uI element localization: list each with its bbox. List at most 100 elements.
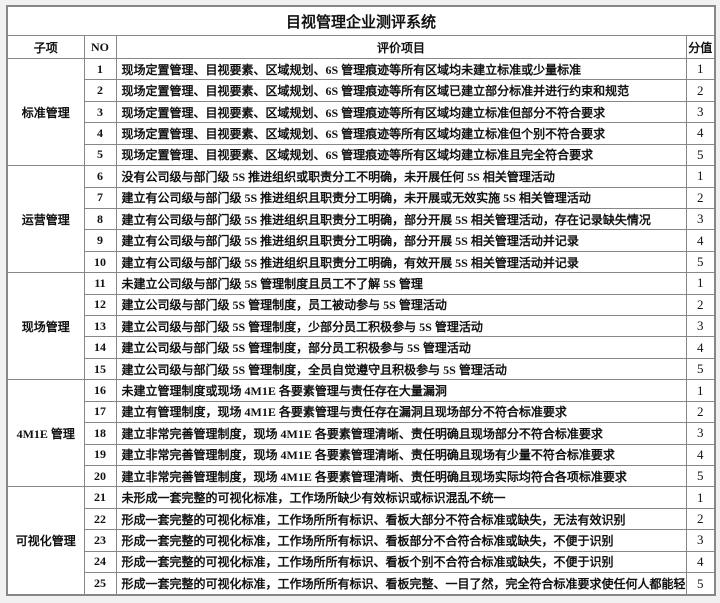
section-label: 现场管理 <box>6 272 85 381</box>
column-header-score: 分值 <box>685 35 716 59</box>
evaluation-table: 目视管理企业测评系统 子项 NO 评价项目 分值 标准管理 1 现场定置管理、目… <box>6 5 717 596</box>
header-row: 子项 NO 评价项目 分值 <box>6 35 716 59</box>
item-text: 形成一套完整的可视化标准，工作场所所有标识、看板完整、一目了然，完全符合标准要求… <box>115 572 687 596</box>
row-number: 19 <box>83 443 117 467</box>
item-text: 建立非常完善管理制度，现场 4M1E 各要素管理清晰、责任明确且现场实际均符合各… <box>115 465 687 488</box>
column-header-no: NO <box>83 35 117 59</box>
section-label: 运营管理 <box>6 165 85 274</box>
score-value: 2 <box>685 79 716 102</box>
item-text: 现场定置管理、目视要素、区域规划、6S 管理痕迹等所有区域均建立标准但部分不符合… <box>115 100 687 124</box>
table-row: 19 建立非常完善管理制度，现场 4M1E 各要素管理清晰、责任明确且现场有少量… <box>7 443 716 467</box>
table-row: 4M1E 管理 16 未建立管理制度或现场 4M1E 各要素管理与责任存在大量漏… <box>6 379 716 488</box>
item-text: 建立有管理制度，现场 4M1E 各要素管理与责任存在漏洞且现场部分不符合标准要求 <box>115 400 687 424</box>
row-number: 5 <box>83 143 117 167</box>
score-value: 4 <box>685 443 716 467</box>
table-row: 17 建立有管理制度，现场 4M1E 各要素管理与责任存在漏洞且现场部分不符合标… <box>7 400 716 424</box>
item-text: 未建立公司级与部门级 5S 管理制度且员工不了解 5S 管理 <box>115 272 687 295</box>
row-number: 8 <box>83 207 117 231</box>
row-number: 1 <box>83 57 117 81</box>
item-text: 建立非常完善管理制度，现场 4M1E 各要素管理清晰、责任明确且现场有少量不符合… <box>115 443 687 467</box>
row-number: 15 <box>83 357 117 381</box>
table-row: 25 形成一套完整的可视化标准，工作场所所有标识、看板完整、一目了然，完全符合标… <box>7 572 716 596</box>
row-number: 9 <box>83 229 117 252</box>
score-value: 2 <box>685 293 716 317</box>
score-value: 1 <box>685 272 716 295</box>
item-text: 形成一套完整的可视化标准，工作场所所有标识、看板大部分不符合标准或缺失，无法有效… <box>115 507 687 531</box>
row-number: 12 <box>83 293 117 317</box>
row-number: 17 <box>83 400 117 424</box>
row-number: 23 <box>83 529 117 552</box>
table-row: 2 现场定置管理、目视要素、区域规划、6S 管理痕迹等所有区域已建立部分标准并进… <box>7 79 716 102</box>
table-row: 标准管理 1 现场定置管理、目视要素、区域规划、6S 管理痕迹等所有区域均未建立… <box>6 57 716 167</box>
score-value: 5 <box>685 357 716 381</box>
row-number: 25 <box>83 572 117 596</box>
table-row: 24 形成一套完整的可视化标准，工作场所所有标识、看板个别不合符合标准或缺失，不… <box>7 550 716 574</box>
evaluation-table-container: 目视管理企业测评系统 子项 NO 评价项目 分值 标准管理 1 现场定置管理、目… <box>6 5 717 596</box>
row-number: 4 <box>83 122 117 145</box>
section-label: 可视化管理 <box>6 486 85 596</box>
table-row: 18 建立非常完善管理制度，现场 4M1E 各要素管理清晰、责任明确且现场部分不… <box>7 422 716 445</box>
section-label: 标准管理 <box>6 57 85 167</box>
row-number: 10 <box>83 250 117 274</box>
row-number: 6 <box>83 165 117 188</box>
item-text: 建立公司级与部门级 5S 管理制度，少部分员工积极参与 5S 管理活动 <box>115 315 687 338</box>
table-row: 3 现场定置管理、目视要素、区域规划、6S 管理痕迹等所有区域均建立标准但部分不… <box>7 100 716 124</box>
score-value: 1 <box>685 165 716 188</box>
row-number: 21 <box>83 486 117 509</box>
table-row: 23 形成一套完整的可视化标准，工作场所所有标识、看板部分不合符合标准或缺失，不… <box>7 529 716 552</box>
column-header-sub-item: 子项 <box>6 35 85 59</box>
item-text: 现场定置管理、目视要素、区域规划、6S 管理痕迹等所有区域均未建立标准或少量标准 <box>115 57 687 81</box>
section-label: 4M1E 管理 <box>6 379 85 488</box>
item-text: 建立公司级与部门级 5S 管理制度，全员自觉遵守且积极参与 5S 管理活动 <box>115 357 687 381</box>
item-text: 建立有公司级与部门级 5S 推进组织且职责分工明确，未开展或无效实施 5S 相关… <box>115 186 687 209</box>
score-value: 2 <box>685 507 716 531</box>
table-row: 20 建立非常完善管理制度，现场 4M1E 各要素管理清晰、责任明确且现场实际均… <box>7 465 716 488</box>
score-value: 4 <box>685 336 716 359</box>
score-value: 3 <box>685 315 716 338</box>
score-value: 5 <box>685 465 716 488</box>
item-text: 建立有公司级与部门级 5S 推进组织且职责分工明确，部分开展 5S 相关管理活动… <box>115 207 687 231</box>
table-row: 5 现场定置管理、目视要素、区域规划、6S 管理痕迹等所有区域均建立标准且完全符… <box>7 143 716 167</box>
row-number: 7 <box>83 186 117 209</box>
score-value: 1 <box>685 57 716 81</box>
column-header-item: 评价项目 <box>115 35 687 59</box>
item-text: 现场定置管理、目视要素、区域规划、6S 管理痕迹等所有区域已建立部分标准并进行约… <box>115 79 687 102</box>
row-number: 16 <box>83 379 117 402</box>
score-value: 1 <box>685 379 716 402</box>
item-text: 形成一套完整的可视化标准，工作场所所有标识、看板个别不合符合标准或缺失，不便于识… <box>115 550 687 574</box>
item-text: 建立有公司级与部门级 5S 推进组织且职责分工明确，有效开展 5S 相关管理活动… <box>115 250 687 274</box>
item-text: 建立有公司级与部门级 5S 推进组织且职责分工明确，部分开展 5S 相关管理活动… <box>115 229 687 252</box>
table-row: 10 建立有公司级与部门级 5S 推进组织且职责分工明确，有效开展 5S 相关管… <box>7 250 716 274</box>
row-number: 11 <box>83 272 117 295</box>
table-row: 可视化管理 21 未形成一套完整的可视化标准，工作场所缺少有效标识或标识混乱不统… <box>6 486 716 596</box>
item-text: 未建立管理制度或现场 4M1E 各要素管理与责任存在大量漏洞 <box>115 379 687 402</box>
item-text: 建立非常完善管理制度，现场 4M1E 各要素管理清晰、责任明确且现场部分不符合标… <box>115 422 687 445</box>
table-row: 7 建立有公司级与部门级 5S 推进组织且职责分工明确，未开展或无效实施 5S … <box>7 186 716 209</box>
item-text: 形成一套完整的可视化标准，工作场所所有标识、看板部分不合符合标准或缺失，不便于识… <box>115 529 687 552</box>
row-number: 13 <box>83 315 117 338</box>
score-value: 3 <box>685 207 716 231</box>
item-text: 没有公司级与部门级 5S 推进组织或职责分工不明确，未开展任何 5S 相关管理活… <box>115 165 687 188</box>
table-row: 运营管理 6 没有公司级与部门级 5S 推进组织或职责分工不明确，未开展任何 5… <box>6 165 716 274</box>
title-row: 目视管理企业测评系统 <box>6 5 716 36</box>
score-value: 5 <box>685 572 716 596</box>
table-row: 15 建立公司级与部门级 5S 管理制度，全员自觉遵守且积极参与 5S 管理活动… <box>7 357 716 381</box>
item-text: 建立公司级与部门级 5S 管理制度，部分员工积极参与 5S 管理活动 <box>115 336 687 359</box>
score-value: 2 <box>685 400 716 424</box>
item-text: 现场定置管理、目视要素、区域规划、6S 管理痕迹等所有区域均建立标准但个别不符合… <box>115 122 687 145</box>
score-value: 2 <box>685 186 716 209</box>
score-value: 4 <box>685 229 716 252</box>
row-number: 22 <box>83 507 117 531</box>
score-value: 4 <box>685 550 716 574</box>
row-number: 2 <box>83 79 117 102</box>
row-number: 20 <box>83 465 117 488</box>
item-text: 现场定置管理、目视要素、区域规划、6S 管理痕迹等所有区域均建立标准且完全符合要… <box>115 143 687 167</box>
score-value: 1 <box>685 486 716 509</box>
score-value: 5 <box>685 143 716 167</box>
item-text: 未形成一套完整的可视化标准，工作场所缺少有效标识或标识混乱不统一 <box>115 486 687 509</box>
row-number: 3 <box>83 100 117 124</box>
item-text: 建立公司级与部门级 5S 管理制度，员工被动参与 5S 管理活动 <box>115 293 687 317</box>
table-row: 13 建立公司级与部门级 5S 管理制度，少部分员工积极参与 5S 管理活动 3 <box>7 315 716 338</box>
score-value: 3 <box>685 100 716 124</box>
table-row: 8 建立有公司级与部门级 5S 推进组织且职责分工明确，部分开展 5S 相关管理… <box>7 207 716 231</box>
